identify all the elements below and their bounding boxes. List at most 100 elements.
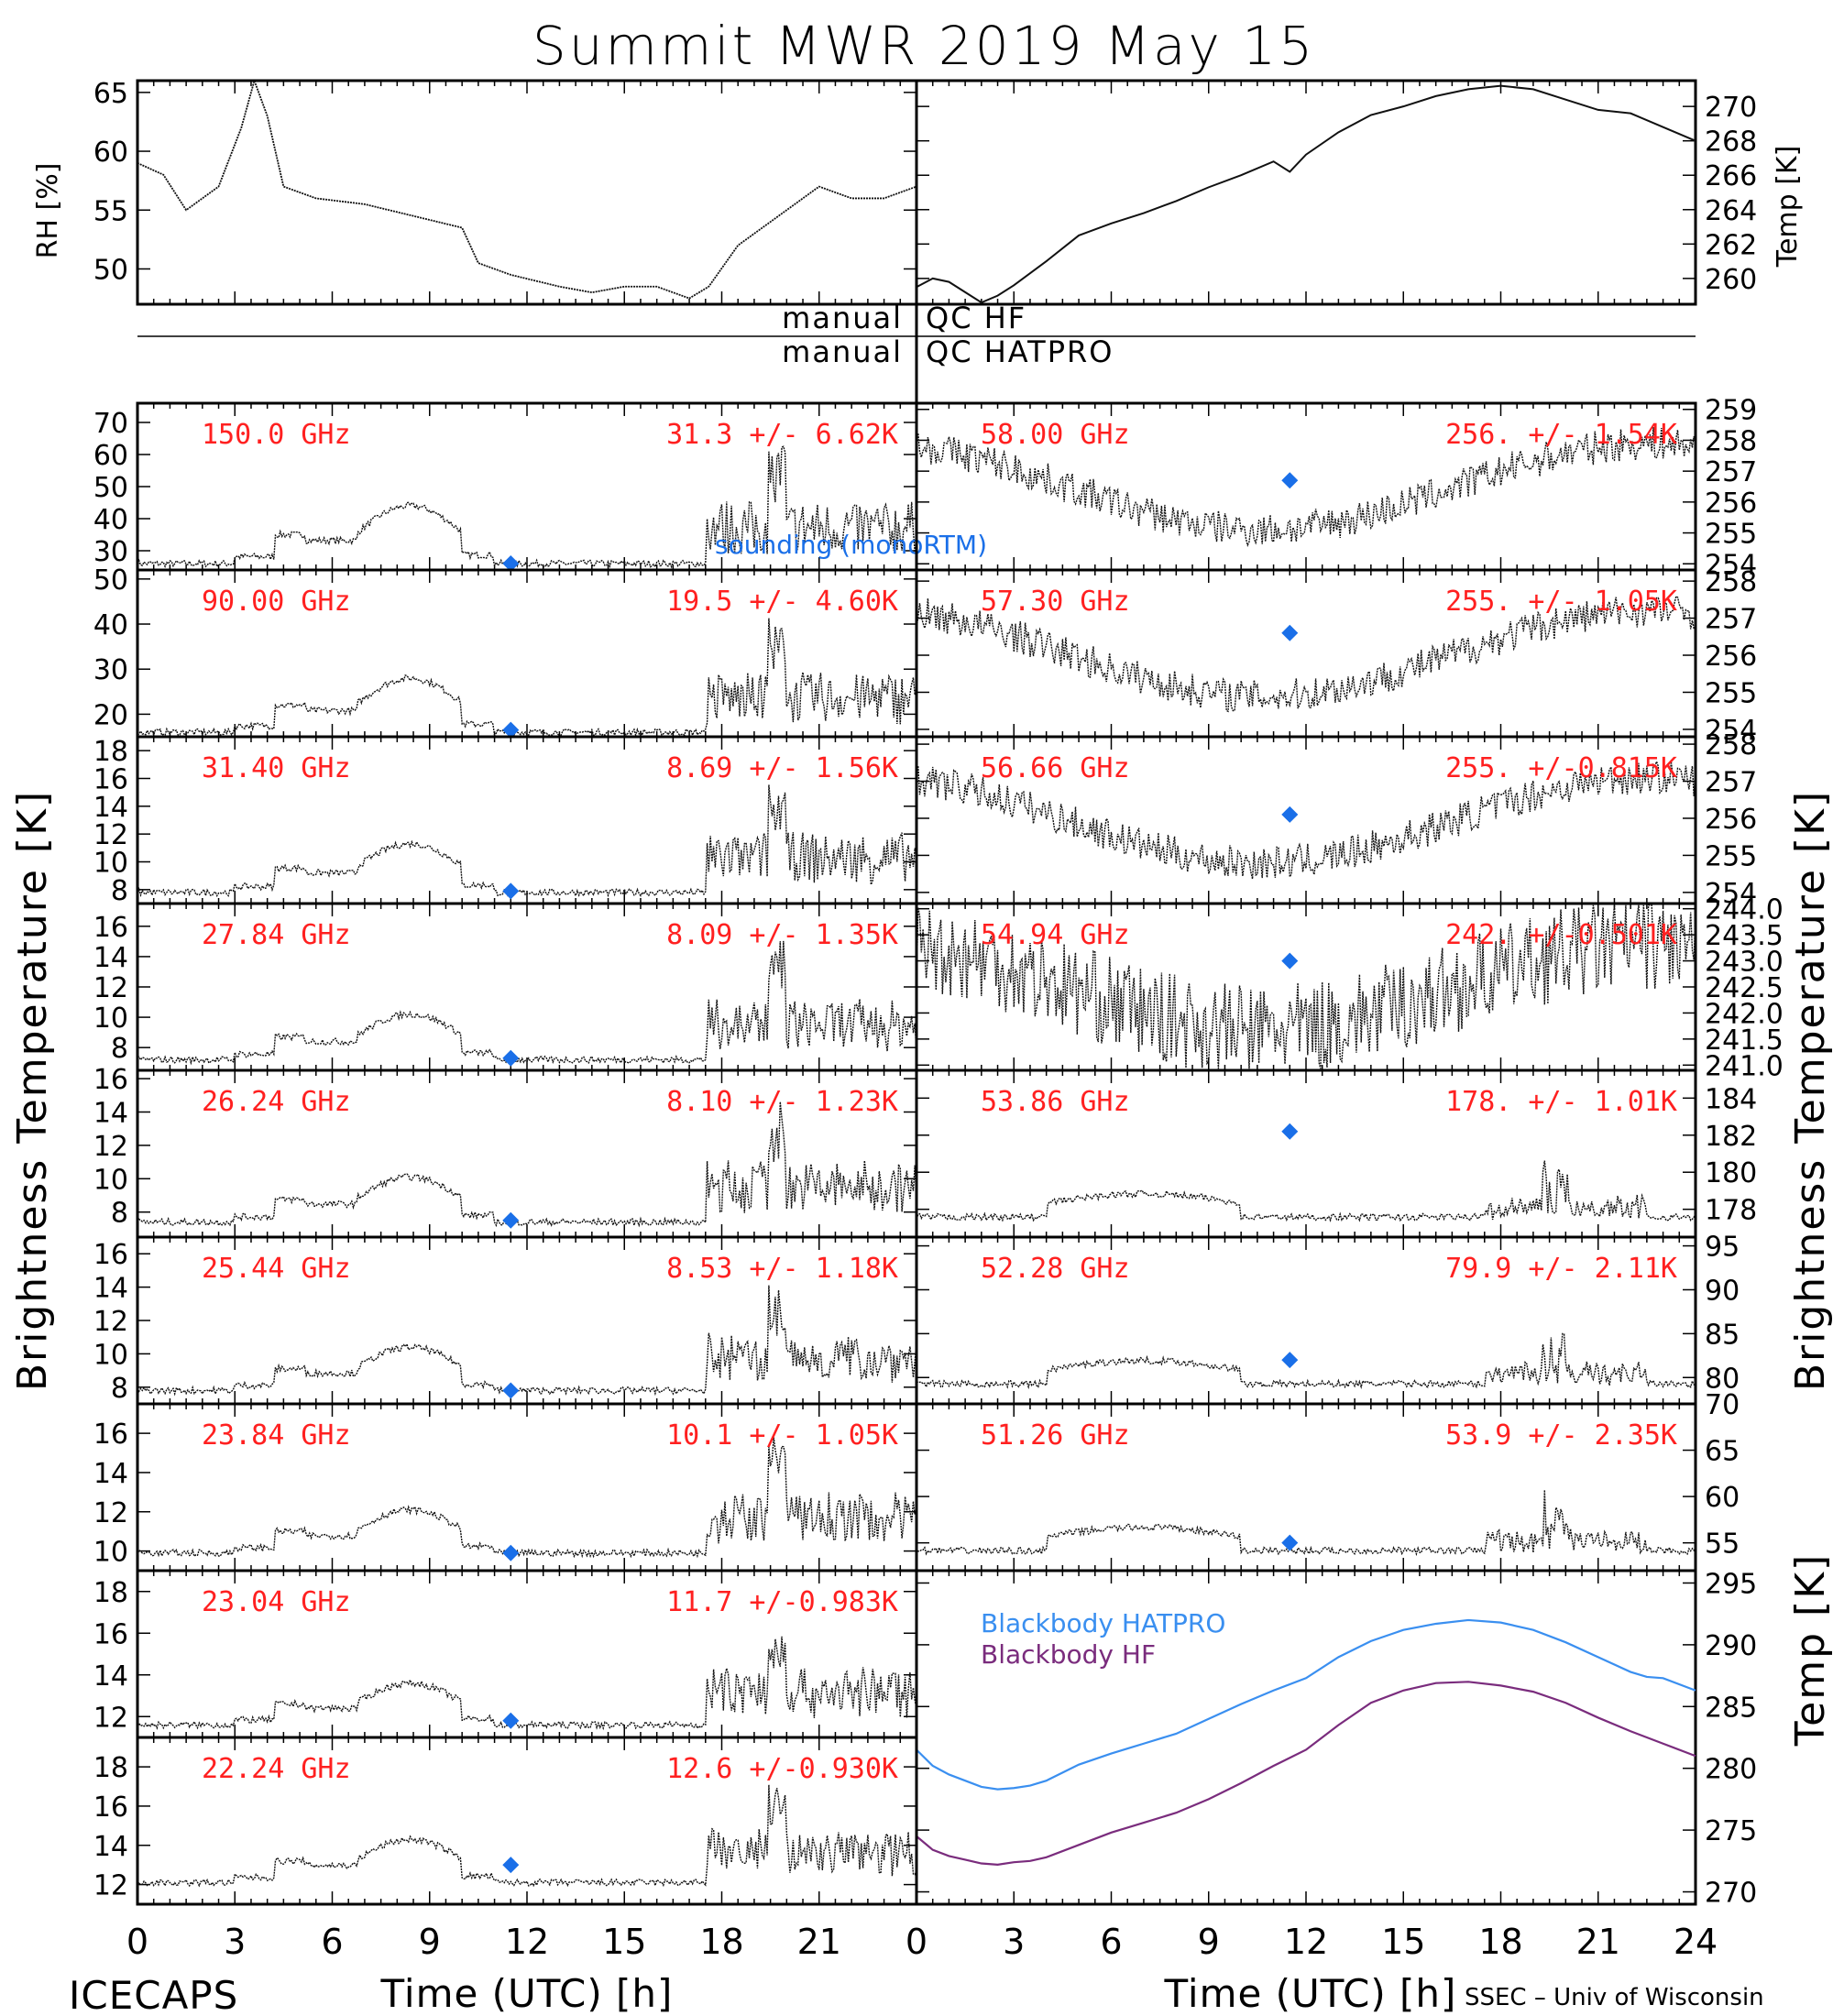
x-tick-right-4: 12 xyxy=(1284,1922,1328,1962)
right-panel-3-ytick-1: 243.5 xyxy=(1705,920,1784,952)
right-panel-5-ytick-1: 90 xyxy=(1705,1275,1740,1307)
right-ylabel: Brightness Temperature [K] xyxy=(1787,790,1833,1391)
temp-axis-label: Temp [K] xyxy=(1772,146,1804,268)
left-panel-2-ytick-3: 12 xyxy=(93,819,128,851)
right-panel-4-ytick-2: 180 xyxy=(1705,1157,1757,1189)
right-panel-2-stats-label: 255. +/-0.815K xyxy=(1445,752,1677,784)
right-panel-4-sounding-marker xyxy=(1281,1123,1299,1140)
left-panel-2-trace xyxy=(137,784,917,898)
left-panel-1-freq-label: 90.00 GHz xyxy=(202,586,351,618)
rh-ytick-3: 50 xyxy=(93,254,128,286)
left-panel-2-ytick-1: 16 xyxy=(93,764,128,796)
right-panel-6-stats-label: 53.9 +/- 2.35K xyxy=(1445,1419,1677,1452)
right-panel-2-ytick-3: 255 xyxy=(1705,840,1757,872)
left-panel-6-ytick-3: 10 xyxy=(93,1537,128,1569)
left-panel-6-trace xyxy=(137,1437,917,1559)
left-panel-3-freq-label: 27.84 GHz xyxy=(202,919,351,951)
right-panel-3-ytick-6: 241.0 xyxy=(1705,1050,1784,1082)
left-panel-4-ytick-3: 10 xyxy=(93,1164,128,1196)
right-panel-0-stats-label: 256. +/- 1.54K xyxy=(1445,419,1677,451)
left-panel-1-stats-label: 19.5 +/- 4.60K xyxy=(666,586,898,618)
right-panel-0-ytick-0: 259 xyxy=(1705,395,1757,427)
left-panel-2-sounding-marker xyxy=(502,882,520,900)
x-tick-right-2: 6 xyxy=(1100,1922,1122,1962)
right-panel-2-trace xyxy=(916,760,1696,880)
blackbody-ytick-4: 275 xyxy=(1705,1815,1757,1847)
right-panel-5-sounding-marker xyxy=(1281,1352,1299,1369)
right-panel-0-ytick-5: 254 xyxy=(1705,549,1757,581)
right-panel-5-ytick-2: 85 xyxy=(1705,1319,1740,1351)
temp-ytick-3: 264 xyxy=(1705,195,1757,227)
blackbody-series-0 xyxy=(916,1618,1696,1791)
figure-title: Summit MWR 2019 May 15 xyxy=(532,15,1315,77)
right-panel-4-ytick-0: 184 xyxy=(1705,1083,1757,1115)
blackbody-ytick-2: 285 xyxy=(1705,1692,1757,1724)
right-panel-0-trace xyxy=(916,427,1696,547)
x-tick-right-0: 0 xyxy=(906,1922,927,1962)
left-panel-7-trace xyxy=(137,1636,917,1731)
temp-trace xyxy=(916,84,1696,304)
left-panel-8-ytick-0: 18 xyxy=(93,1752,128,1784)
right-panel-2-ytick-0: 258 xyxy=(1705,729,1757,761)
right-panel-1-ytick-0: 258 xyxy=(1705,566,1757,598)
blackbody-ytick-0: 295 xyxy=(1705,1568,1757,1600)
left-panel-3-sounding-marker xyxy=(502,1049,520,1067)
blackbody-legend-0: Blackbody HATPRO xyxy=(981,1608,1225,1638)
right-panel-6-ytick-1: 65 xyxy=(1705,1436,1740,1468)
rh-axis-label: RH [%] xyxy=(32,163,64,259)
left-panel-8-trace xyxy=(137,1784,917,1888)
right-panel-3-ytick-0: 244.0 xyxy=(1705,894,1784,926)
left-panel-2-ytick-4: 10 xyxy=(93,848,128,880)
left-panel-7-stats-label: 11.7 +/-0.983K xyxy=(666,1586,898,1618)
left-panel-2-ytick-0: 18 xyxy=(93,736,128,768)
left-panel-5-ytick-4: 8 xyxy=(111,1373,128,1405)
right-panel-3-ytick-2: 243.0 xyxy=(1705,947,1784,979)
left-panel-1-ytick-1: 40 xyxy=(93,609,128,641)
blackbody-ytick-3: 280 xyxy=(1705,1754,1757,1786)
temp-ytick-1: 268 xyxy=(1705,126,1757,159)
x-tick-right-1: 3 xyxy=(1003,1922,1025,1962)
left-panel-7-freq-label: 23.04 GHz xyxy=(202,1586,351,1618)
left-panel-5-stats-label: 8.53 +/- 1.18K xyxy=(666,1253,898,1285)
right-panel-5-trace xyxy=(916,1332,1696,1390)
left-panel-6-ytick-0: 16 xyxy=(93,1419,128,1451)
right-panel-0-ytick-1: 258 xyxy=(1705,425,1757,457)
qc-hatpro-manual-label: manual xyxy=(782,334,903,369)
left-ylabel: Brightness Temperature [K] xyxy=(9,790,56,1391)
left-panel-3-ytick-1: 14 xyxy=(93,942,128,974)
left-panel-2-freq-label: 31.40 GHz xyxy=(202,752,351,784)
x-tick-left-2: 6 xyxy=(321,1922,343,1962)
left-panel-6-ytick-1: 14 xyxy=(93,1458,128,1490)
right-panel-6-ytick-0: 70 xyxy=(1705,1389,1740,1421)
right-panel-6-ytick-3: 55 xyxy=(1705,1528,1740,1561)
qc-hf-label: QC HF xyxy=(926,301,1026,335)
x-tick-left-0: 0 xyxy=(126,1922,148,1962)
right-panel-2-freq-label: 56.66 GHz xyxy=(981,752,1130,784)
left-panel-3-ytick-2: 12 xyxy=(93,972,128,1004)
left-panel-0-freq-label: 150.0 GHz xyxy=(202,419,351,451)
left-panel-6-ytick-2: 12 xyxy=(93,1497,128,1529)
sounding-legend: sounding (monoRTM) xyxy=(715,530,987,560)
qc-hatpro-label: QC HATPRO xyxy=(926,334,1114,369)
left-panel-1-ytick-3: 20 xyxy=(93,699,128,731)
left-panel-0-trace xyxy=(137,445,917,569)
left-panel-8-ytick-2: 14 xyxy=(93,1831,128,1863)
left-panel-3-ytick-3: 10 xyxy=(93,1003,128,1035)
left-panel-7-sounding-marker xyxy=(502,1712,520,1729)
left-panel-3-ytick-4: 8 xyxy=(111,1033,128,1065)
left-panel-1-ytick-2: 30 xyxy=(93,654,128,686)
left-panel-4-ytick-0: 16 xyxy=(93,1064,128,1096)
temp-ytick-5: 260 xyxy=(1705,264,1757,296)
right-panel-2-ytick-1: 257 xyxy=(1705,767,1757,799)
left-panel-4-ytick-1: 14 xyxy=(93,1098,128,1130)
right-panel-0-ytick-4: 255 xyxy=(1705,519,1757,551)
rh-panel xyxy=(136,79,918,306)
left-panel-1-ytick-0: 50 xyxy=(93,564,128,597)
right-panel-1-ytick-2: 256 xyxy=(1705,641,1757,673)
left-panel-5-freq-label: 25.44 GHz xyxy=(202,1253,351,1285)
qc-hf-manual-label: manual xyxy=(782,301,903,335)
blackbody-legend-1: Blackbody HF xyxy=(981,1639,1156,1670)
left-panel-5-trace xyxy=(137,1285,917,1397)
left-panel-2-ytick-5: 8 xyxy=(111,875,128,907)
x-tick-right-8: 24 xyxy=(1674,1922,1718,1962)
